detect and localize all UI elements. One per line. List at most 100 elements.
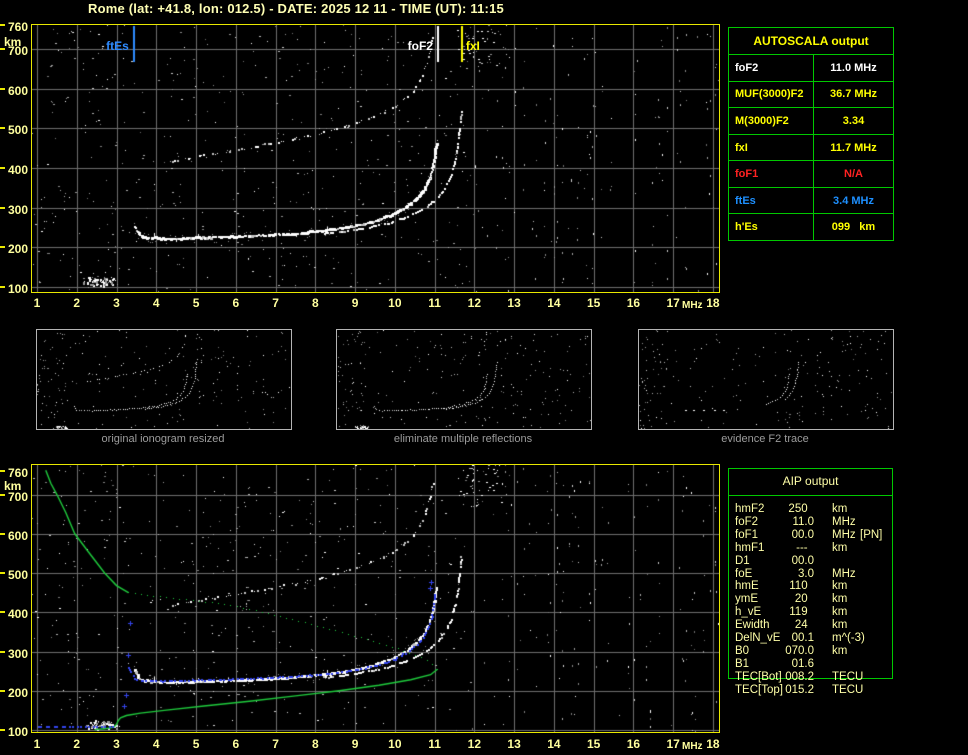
autoscala-row-muf3000f2: MUF(3000)F2 36.7 MHz [729,80,893,108]
x-axis-unit-label: MHz [682,741,703,752]
aip-unit: TECU [832,670,864,683]
aip-unit: MHz [832,515,856,528]
aip-unit: m^(-3) [832,632,865,644]
aip-row-delnve: DelN_vE 00.1 m^(-3) [728,632,903,645]
marker-label-fxi: fxI [465,39,480,53]
y-tick-label: 700 [7,489,28,504]
aip-value: 015.2 [785,683,814,696]
autoscala-row-fof2: foF2 11.0 MHz [729,54,893,81]
autoscala-row-value: 3.4 MHz [813,187,893,214]
aip-output-rows: hmF2 250 km foF2 11.0 MHz foF1 00.0 MHz [PN] hmF1… [728,468,903,708]
aip-label: h_vE [735,606,762,619]
aip-header-divider [729,495,892,496]
autoscala-row-ftes: ftEs 3.4 MHz [729,186,893,214]
y-edge-tick [0,532,5,535]
panel-eliminate-canvas [337,330,591,429]
x-tick-label: 18 [706,737,720,751]
aip-unit: km [832,593,848,606]
aip-row-fof2: foF2 11.0 MHz [728,516,903,529]
panel-evidence-canvas [639,330,893,429]
aip-value: 00.1 [791,632,814,644]
aip-row-hve: h_vE 119 km [728,606,903,619]
x-tick-label: 2 [73,737,81,751]
autoscala-row-value: 11.7 MHz [813,134,893,161]
x-tick-label: 14 [547,737,561,751]
y-tick-label: 400 [7,162,28,177]
x-tick-label: 8 [311,296,319,310]
aip-row-tecbot: TEC[Bot] 008.2 TECU [728,671,903,684]
y-tick-label: 200 [7,242,28,257]
y-edge-tick [0,572,5,575]
x-tick-label: 6 [232,296,240,310]
y-tick-label: 100 [7,725,28,739]
panel-evidence-f2 [638,329,894,430]
autoscala-row-value: N/A [813,161,893,187]
aip-value: 20 [794,593,814,606]
y-tick-label: 300 [7,646,28,661]
aip-value: 11.0 [792,515,814,528]
aip-label: TEC[Bot] [735,670,782,683]
aip-value: 01.6 [791,657,814,670]
x-tick-label: 3 [113,737,120,751]
y-tick-label: 760 [7,19,28,34]
aip-note: [PN] [860,528,883,541]
aip-unit: km [832,580,848,593]
y-tick-label: 100 [7,282,28,296]
aip-label: Ewidth [735,619,770,632]
aip-unit: MHz [832,567,856,580]
x-axis-unit-label: MHz [682,300,703,311]
x-tick-label: 7 [272,296,279,310]
y-tick-label: 400 [7,607,28,622]
aip-value: 110 [789,580,814,593]
panel-original-caption: original ionogram resized [101,433,225,445]
autoscala-row-value: 3.34 [813,108,893,134]
aip-row-ewidth: Ewidth 24 km [728,619,903,632]
aip-value: 119 [789,606,814,619]
aip-row-hmf2: hmF2 250 km [728,503,903,516]
x-tick-label: 1 [33,737,41,751]
x-tick-label: 1 [33,296,41,310]
bottom-ionogram-plot [31,464,720,733]
x-tick-label: 5 [192,296,200,310]
y-tick-label: 500 [7,123,28,138]
y-tick-label: 760 [7,466,28,480]
x-tick-label: 12 [467,737,482,751]
autoscala-row-label: ftEs [735,194,756,207]
y-edge-tick [0,246,5,249]
x-tick-label: 17 [666,737,680,751]
x-tick-label: 9 [351,737,359,751]
aip-row-tectop: TEC[Top] 015.2 TECU [728,684,903,697]
bottom-ionogram-canvas [32,465,719,732]
x-tick-label: 2 [73,296,81,310]
x-tick-label: 4 [152,737,160,751]
aip-value: 00.0 [791,528,814,541]
x-tick-label: 17 [666,296,680,310]
aip-row-hmf1: hmF1 --- km [728,542,903,555]
aip-output-box: AIP output [728,468,893,679]
panel-original-canvas [37,330,291,429]
y-edge-tick [0,47,5,50]
panel-eliminate-caption: eliminate multiple reflections [393,433,533,445]
autoscala-row-label: MUF(3000)F2 [735,88,804,101]
aip-label: foE [735,567,753,580]
top-ionogram-plot [31,24,720,293]
y-tick-label: 700 [7,43,28,58]
x-tick-label: 15 [586,737,601,751]
y-edge-tick [0,166,5,169]
autoscala-row-value: 11.0 MHz [813,55,893,81]
page-title: Rome (lat: +41.8, lon: 012.5) - DATE: 20… [88,1,504,16]
x-tick-label: 10 [388,737,402,751]
y-tick-label: 600 [7,83,28,98]
autoscala-row-value: 099 km [813,214,893,241]
y-edge-tick [0,729,5,731]
aip-row-d1: D1 00.0 [728,555,903,568]
x-tick-label: 16 [626,737,641,751]
x-tick-label: 13 [507,737,521,751]
x-tick-label: 11 [428,296,441,310]
aip-value: 070.0 [785,644,814,657]
y-edge-tick [0,127,5,130]
aip-row-hme: hmE 110 km [728,580,903,593]
aip-unit: km [832,606,848,619]
y-edge-tick [0,206,5,209]
x-tick-label: 12 [467,296,482,310]
